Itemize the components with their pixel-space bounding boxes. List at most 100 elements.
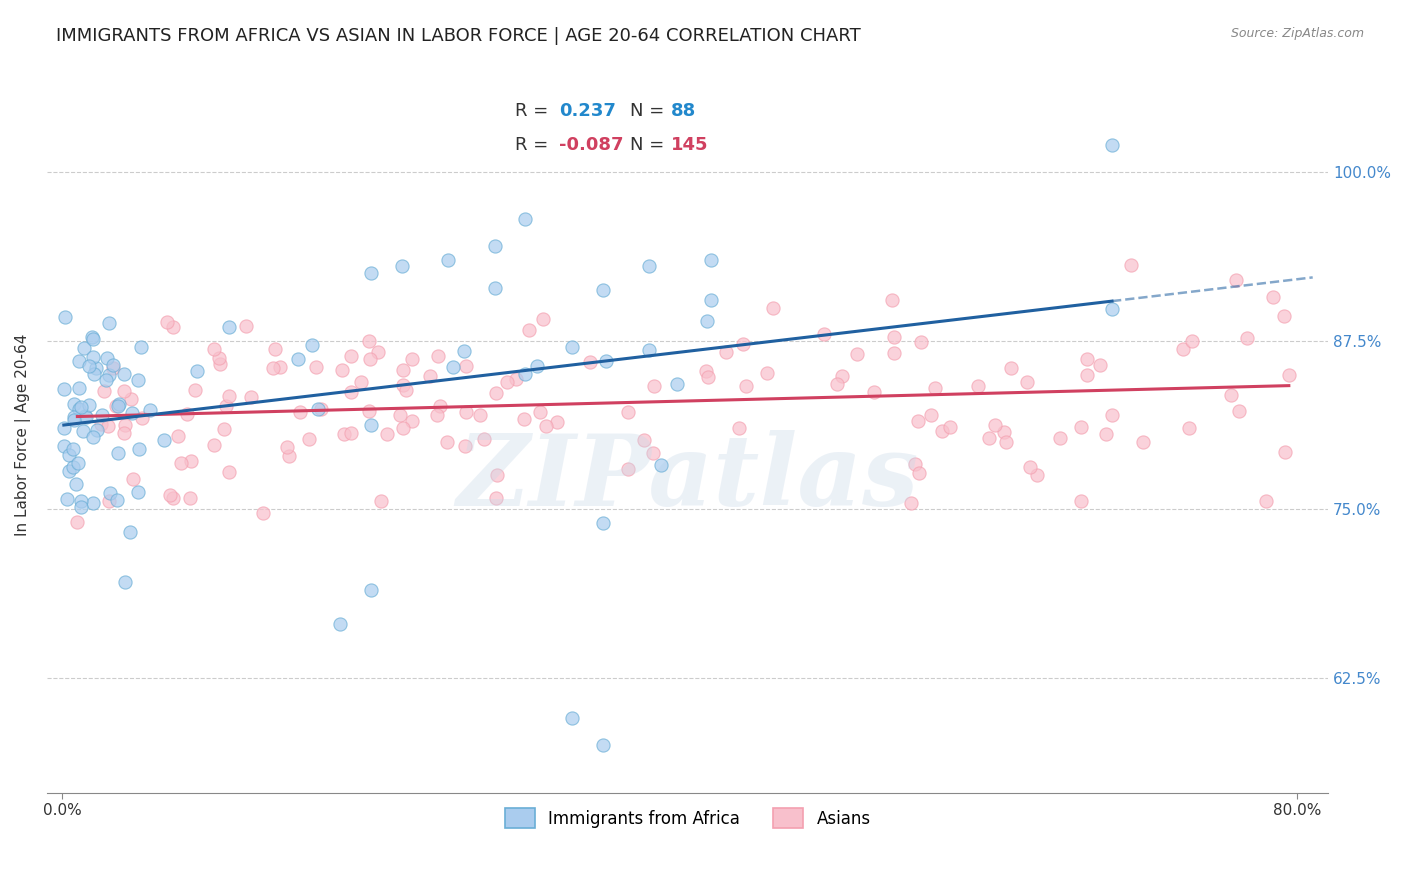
- Point: [97, 316, 120, 330]
- Point: [72, 342, 94, 356]
- Point: [1181, 334, 1204, 349]
- Point: [53, 310, 76, 325]
- Point: [665, 377, 688, 392]
- Point: [67, 456, 90, 470]
- Point: [883, 330, 905, 344]
- Point: [595, 353, 617, 368]
- Point: [218, 320, 240, 334]
- Point: [1132, 434, 1154, 449]
- Point: [70, 500, 93, 514]
- Point: [114, 574, 136, 589]
- Point: [561, 711, 583, 725]
- Point: [53, 382, 76, 396]
- Point: [1278, 368, 1301, 382]
- Point: [643, 446, 665, 460]
- Point: [80, 330, 103, 344]
- Text: 145: 145: [671, 136, 709, 154]
- Point: [485, 491, 508, 505]
- Point: [329, 617, 352, 632]
- Point: [162, 491, 184, 506]
- Point: [470, 408, 492, 422]
- Point: [97, 494, 120, 508]
- Point: [52, 421, 75, 435]
- Point: [578, 354, 600, 368]
- Point: [904, 457, 927, 471]
- Y-axis label: In Labor Force | Age 20-64: In Labor Force | Age 20-64: [15, 334, 31, 536]
- Point: [218, 466, 240, 480]
- Point: [90, 417, 112, 431]
- Point: [1274, 445, 1296, 459]
- Point: [84, 360, 107, 375]
- Point: [1101, 137, 1123, 152]
- Point: [91, 408, 114, 422]
- Point: [1017, 375, 1039, 389]
- Point: [735, 379, 758, 393]
- Point: [202, 438, 225, 452]
- Text: Source: ZipAtlas.com: Source: ZipAtlas.com: [1230, 27, 1364, 40]
- Point: [82, 332, 104, 346]
- Text: 0.237: 0.237: [560, 103, 616, 120]
- Point: [264, 342, 287, 356]
- Point: [359, 352, 381, 367]
- Point: [714, 345, 737, 359]
- Point: [967, 379, 990, 393]
- Text: N =: N =: [630, 103, 664, 120]
- Point: [454, 405, 477, 419]
- Point: [269, 359, 291, 374]
- Point: [1095, 427, 1118, 442]
- Point: [162, 320, 184, 334]
- Point: [114, 417, 136, 432]
- Point: [441, 360, 464, 375]
- Point: [288, 405, 311, 419]
- Point: [880, 293, 903, 307]
- Point: [360, 583, 382, 598]
- Point: [101, 361, 124, 376]
- Point: [513, 411, 536, 425]
- Point: [1026, 468, 1049, 483]
- Text: ZIPatlas: ZIPatlas: [457, 430, 918, 526]
- Point: [756, 366, 779, 380]
- Point: [339, 385, 361, 400]
- Point: [592, 739, 614, 753]
- Point: [209, 357, 232, 371]
- Point: [70, 401, 93, 415]
- Point: [180, 454, 202, 468]
- Point: [86, 423, 108, 437]
- Point: [359, 404, 381, 418]
- Point: [97, 368, 120, 382]
- Point: [1236, 331, 1258, 345]
- Point: [96, 351, 118, 365]
- Point: [695, 364, 717, 378]
- Point: [484, 385, 506, 400]
- Point: [1088, 358, 1111, 372]
- Point: [131, 410, 153, 425]
- Point: [534, 419, 557, 434]
- Legend: Immigrants from Africa, Asians: Immigrants from Africa, Asians: [498, 802, 877, 834]
- Point: [845, 347, 868, 361]
- Text: 88: 88: [671, 103, 696, 120]
- Point: [301, 338, 323, 352]
- Point: [72, 424, 94, 438]
- Point: [454, 439, 477, 453]
- Point: [761, 301, 783, 316]
- Point: [121, 406, 143, 420]
- Point: [93, 384, 115, 398]
- Point: [112, 425, 135, 440]
- Point: [127, 373, 149, 387]
- Point: [517, 323, 540, 337]
- Point: [831, 368, 853, 383]
- Point: [339, 349, 361, 363]
- Point: [391, 363, 413, 377]
- Text: R =: R =: [515, 103, 548, 120]
- Point: [104, 399, 127, 413]
- Point: [73, 409, 96, 423]
- Point: [235, 318, 257, 333]
- Point: [1171, 342, 1194, 356]
- Point: [240, 390, 263, 404]
- Point: [883, 346, 905, 360]
- Point: [360, 418, 382, 433]
- Point: [167, 429, 190, 443]
- Point: [863, 385, 886, 400]
- Point: [53, 439, 76, 453]
- Point: [112, 384, 135, 398]
